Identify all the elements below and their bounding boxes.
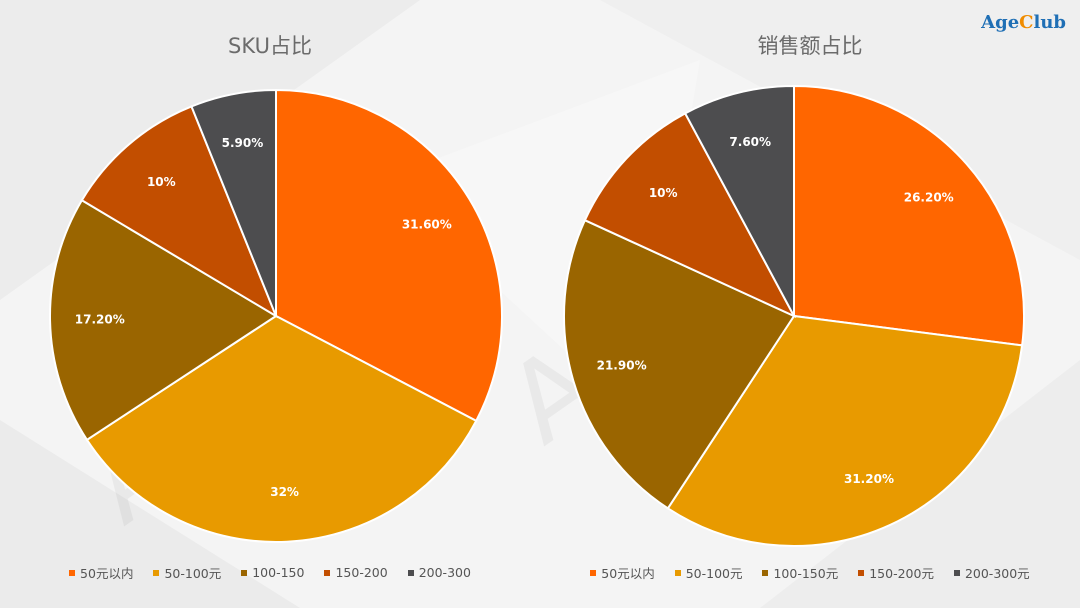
legend-swatch <box>674 569 681 576</box>
pie-slice-3 <box>563 218 796 510</box>
legend-label: 100-150元 <box>773 566 839 581</box>
pie-slice-1 <box>793 84 1025 347</box>
data-label-5: 7.60% <box>729 135 771 149</box>
data-label-4: 10% <box>147 175 176 189</box>
legend-label: 200-300 <box>418 565 471 580</box>
pie-chart: 31.60% 32% 17.20% 10% 5.90% <box>49 88 503 543</box>
legend-item-5: 200-300 <box>407 563 471 582</box>
legend-item-2: 50-100元 <box>153 563 221 582</box>
data-label-2: 31.20% <box>844 472 894 486</box>
legend-label: 150-200 <box>335 565 388 580</box>
legend-swatch <box>858 569 865 576</box>
data-label-5: 5.90% <box>222 136 264 150</box>
chart-title: 销售额占比 <box>757 34 863 58</box>
pie-slice-2 <box>85 314 478 543</box>
sales-share-chart: 销售额占比 26.20% 31.20% 21.90% 10% 7.60% 50元以内 50… <box>540 0 1080 608</box>
pie-slice-4 <box>80 105 279 319</box>
legend-label: 50元以内 <box>80 566 134 581</box>
legend-swatch <box>324 569 331 576</box>
legend-swatch <box>153 569 160 576</box>
legend-label: 50-100元 <box>164 566 222 581</box>
legend-swatch <box>241 569 248 576</box>
legend-swatch <box>762 569 769 576</box>
legend-item-3: 100-150元 <box>762 563 838 582</box>
legend-label: 100-150 <box>252 565 305 580</box>
ageclub-logo: AgeClub <box>981 12 1066 33</box>
data-label-3: 21.90% <box>597 359 647 373</box>
legend-item-4: 150-200元 <box>858 563 934 582</box>
legend-item-1: 50元以内 <box>590 563 655 582</box>
legend-label: 50元以内 <box>601 566 655 581</box>
data-label-3: 17.20% <box>75 313 125 327</box>
legend-label: 150-200元 <box>869 566 934 581</box>
sku-share-chart: SKU占比 31.60% 32% 17.20% 10% 5.90% 50元以内 50-10… <box>0 34 540 582</box>
pie-chart: 26.20% 31.20% 21.90% 10% 7.60% <box>563 84 1025 547</box>
data-label-4: 10% <box>649 186 678 200</box>
pie-slice-4 <box>583 112 797 319</box>
legend-label: 50-100元 <box>685 566 743 581</box>
legend: 50元以内 50-100元 100-150 150-200 200-300 <box>0 563 540 582</box>
legend: 50元以内 50-100元 100-150元 150-200元 200-300元 <box>540 563 1080 582</box>
pie-slice-5 <box>190 88 277 317</box>
legend-swatch <box>953 569 960 576</box>
legend-item-2: 50-100元 <box>674 563 743 582</box>
pie-slice-5 <box>683 84 795 317</box>
legend-item-4: 150-200 <box>324 563 388 582</box>
legend-item-5: 200-300元 <box>953 563 1030 582</box>
legend-item-3: 100-150 <box>241 563 304 582</box>
pie-slice-3 <box>49 198 278 442</box>
data-label-1: 26.20% <box>904 191 954 205</box>
data-label-2: 32% <box>270 485 299 499</box>
legend-label: 200-300元 <box>964 566 1030 581</box>
legend-swatch <box>407 569 414 576</box>
pie-slice-1 <box>275 88 503 423</box>
legend-swatch <box>69 569 76 576</box>
data-label-1: 31.60% <box>402 218 452 232</box>
legend-swatch <box>590 569 597 576</box>
chart-title: SKU占比 <box>228 34 312 58</box>
legend-item-1: 50元以内 <box>69 563 133 582</box>
